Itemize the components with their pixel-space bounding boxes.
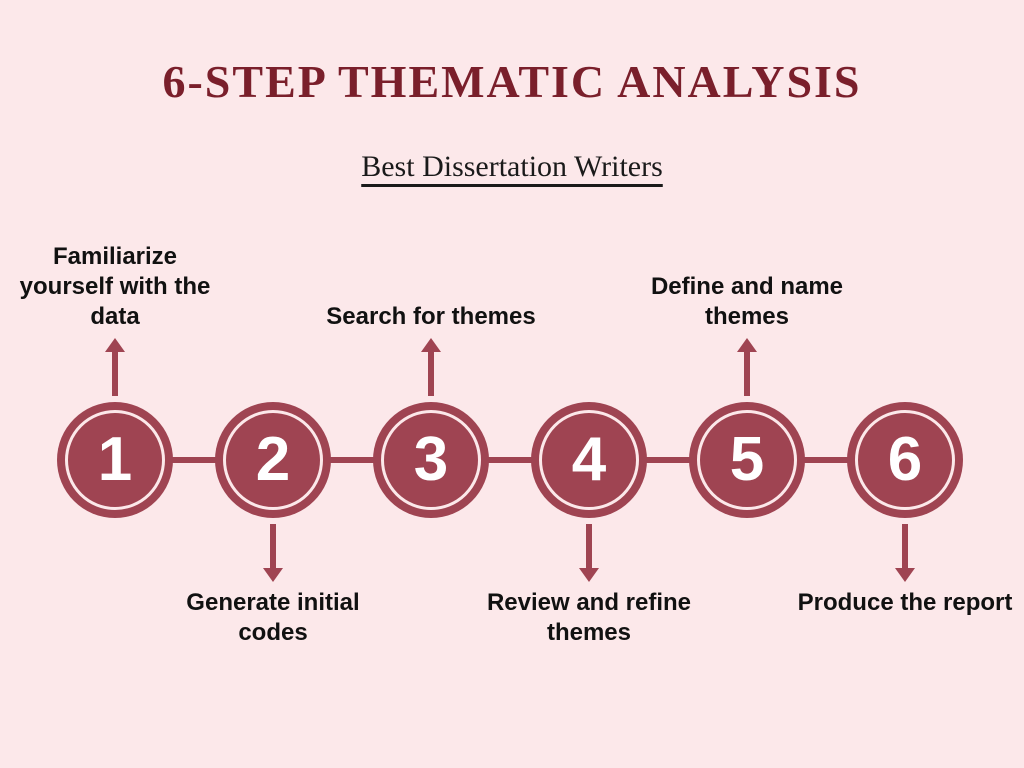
- step-circle: 6: [847, 402, 963, 518]
- step-circle: 1: [57, 402, 173, 518]
- step-number: 5: [730, 429, 764, 491]
- connector: [485, 457, 535, 463]
- arrow-stem: [428, 350, 434, 396]
- step-label: Review and refine themes: [479, 588, 699, 648]
- arrow-stem: [586, 524, 592, 570]
- connector: [327, 457, 377, 463]
- step-label: Define and name themes: [637, 272, 857, 332]
- step-circle: 3: [373, 402, 489, 518]
- step-number: 3: [414, 429, 448, 491]
- arrow-stem: [270, 524, 276, 570]
- arrow-head-icon: [895, 568, 915, 582]
- arrow-head-icon: [263, 568, 283, 582]
- step-diagram: 1 Familiarize yourself with the data 2 Gene…: [0, 0, 1024, 768]
- step-circle: 4: [531, 402, 647, 518]
- arrow-head-icon: [421, 338, 441, 352]
- step-circle: 2: [215, 402, 331, 518]
- step-label: Produce the report: [795, 588, 1015, 618]
- step-label: Generate initial codes: [163, 588, 383, 648]
- step-number: 6: [888, 429, 922, 491]
- step-label: Search for themes: [321, 302, 541, 332]
- step-number: 2: [256, 429, 290, 491]
- connector: [643, 457, 693, 463]
- step-circle: 5: [689, 402, 805, 518]
- arrow-head-icon: [737, 338, 757, 352]
- step-number: 1: [98, 429, 132, 491]
- connector: [801, 457, 851, 463]
- arrow-head-icon: [579, 568, 599, 582]
- arrow-head-icon: [105, 338, 125, 352]
- step-label: Familiarize yourself with the data: [5, 242, 225, 332]
- connector: [169, 457, 219, 463]
- step-number: 4: [572, 429, 606, 491]
- arrow-stem: [744, 350, 750, 396]
- arrow-stem: [112, 350, 118, 396]
- arrow-stem: [902, 524, 908, 570]
